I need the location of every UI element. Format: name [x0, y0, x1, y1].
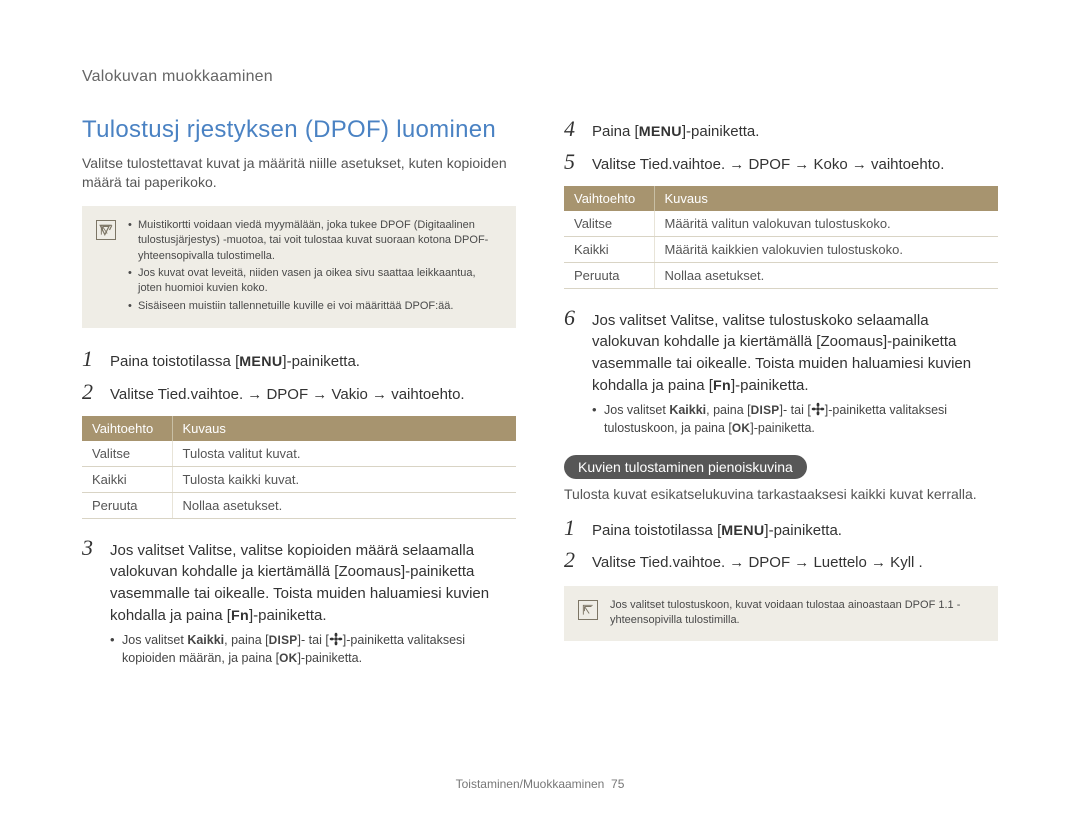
- step-number: 1: [82, 346, 102, 372]
- table-cell: Tulosta kaikki kuvat.: [172, 466, 516, 492]
- step-number: 4: [564, 116, 584, 142]
- step-text: Paina [MENU]-painiketta.: [592, 123, 759, 140]
- step-number: 1: [564, 515, 584, 541]
- table-cell: Peruuta: [564, 262, 654, 288]
- step-number: 6: [564, 305, 584, 331]
- step-4: 4 Paina [MENU]-painiketta.: [564, 116, 998, 143]
- note-icon: [578, 600, 598, 620]
- table-cell: Nollaa asetukset.: [172, 492, 516, 518]
- step-number: 2: [564, 547, 584, 573]
- step-6: 6 Jos valitset Valitse, valitse tulostus…: [564, 305, 998, 437]
- pill-description: Tulosta kuvat esikatselukuvina tarkastaa…: [564, 485, 998, 505]
- options-table-left: Vaihtoehto Kuvaus ValitseTulosta valitut…: [82, 416, 516, 519]
- table-cell: Määritä kaikkien valokuvien tulostuskoko…: [654, 236, 998, 262]
- step-number: 5: [564, 149, 584, 175]
- info-item: Jos kuvat ovat leveitä, niiden vasen ja …: [128, 266, 502, 297]
- info-box: Muistikortti voidaan viedä myymälään, jo…: [82, 206, 516, 328]
- step-sub-item: Jos valitset Kaikki, paina [DISP]- tai […: [592, 401, 998, 437]
- step-5: 5 Valitse Tied.vaihtoe. → DPOF → Koko → …: [564, 149, 998, 176]
- step-3: 3 Jos valitset Valitse, valitse kopioide…: [82, 535, 516, 667]
- flower-icon: [811, 402, 825, 416]
- fn-key: Fn: [231, 608, 249, 624]
- step-text: Jos valitset Valitse, valitse tulostusko…: [592, 312, 971, 394]
- disp-key: DISP: [751, 403, 780, 417]
- ok-key: OK: [732, 421, 750, 435]
- step-number: 3: [82, 535, 102, 561]
- table-cell: Valitse: [564, 211, 654, 237]
- step-text: Valitse Tied.vaihtoe. → DPOF → Luettelo …: [592, 554, 923, 571]
- step-number: 2: [82, 379, 102, 405]
- step-text: Paina toistotilassa [MENU]-painiketta.: [110, 353, 360, 370]
- table-cell: Valitse: [82, 441, 172, 467]
- page-title: Tulostusj rjestyksen (DPOF) luominen: [82, 116, 516, 144]
- step-2: 2 Valitse Tied.vaihtoe. → DPOF → Vakio →…: [82, 379, 516, 406]
- step-text: Jos valitset Valitse, valitse kopioiden …: [110, 542, 489, 624]
- thumb-step-1: 1 Paina toistotilassa [MENU]-painiketta.: [564, 515, 998, 542]
- step-text: Valitse Tied.vaihtoe. → DPOF → Vakio → v…: [110, 386, 465, 403]
- step-1: 1 Paina toistotilassa [MENU]-painiketta.: [82, 346, 516, 373]
- disp-key: DISP: [269, 633, 298, 647]
- info-text: Jos valitset tulostuskoon, kuvat voidaan…: [610, 598, 984, 629]
- step-text: Paina toistotilassa [MENU]-painiketta.: [592, 522, 842, 539]
- table-header: Vaihtoehto: [564, 186, 654, 211]
- table-cell: Kaikki: [564, 236, 654, 262]
- step-sub-item: Jos valitset Kaikki, paina [DISP]- tai […: [110, 631, 516, 667]
- info-item: Muistikortti voidaan viedä myymälään, jo…: [128, 218, 502, 264]
- table-header: Kuvaus: [654, 186, 998, 211]
- section-pill: Kuvien tulostaminen pienoiskuvina: [564, 455, 807, 479]
- info-box-2: Jos valitset tulostuskoon, kuvat voidaan…: [564, 586, 998, 641]
- flower-icon: [329, 632, 343, 646]
- menu-key: MENU: [639, 124, 682, 140]
- info-list: Muistikortti voidaan viedä myymälään, jo…: [128, 218, 502, 316]
- page-footer: Toistaminen/Muokkaaminen 75: [0, 777, 1080, 791]
- table-cell: Kaikki: [82, 466, 172, 492]
- table-cell: Määritä valitun valokuvan tulostuskoko.: [654, 211, 998, 237]
- table-cell: Tulosta valitut kuvat.: [172, 441, 516, 467]
- step-text: Valitse Tied.vaihtoe. → DPOF → Koko → va…: [592, 156, 944, 173]
- table-header: Vaihtoehto: [82, 416, 172, 441]
- ok-key: OK: [279, 651, 297, 665]
- note-icon: [96, 220, 116, 240]
- table-header: Kuvaus: [172, 416, 516, 441]
- breadcrumb: Valokuvan muokkaaminen: [82, 68, 998, 86]
- fn-key: Fn: [713, 378, 731, 394]
- thumb-step-2: 2 Valitse Tied.vaihtoe. → DPOF → Luettel…: [564, 547, 998, 574]
- lead-text: Valitse tulostettavat kuvat ja määritä n…: [82, 154, 516, 192]
- left-column: Tulostusj rjestyksen (DPOF) luominen Val…: [82, 116, 516, 673]
- menu-key: MENU: [239, 354, 282, 370]
- right-column: 4 Paina [MENU]-painiketta. 5 Valitse Tie…: [564, 116, 998, 673]
- info-item: Sisäiseen muistiin tallennetuille kuvill…: [128, 299, 502, 314]
- table-cell: Peruuta: [82, 492, 172, 518]
- table-cell: Nollaa asetukset.: [654, 262, 998, 288]
- options-table-right: Vaihtoehto Kuvaus ValitseMääritä valitun…: [564, 186, 998, 289]
- menu-key: MENU: [721, 523, 764, 539]
